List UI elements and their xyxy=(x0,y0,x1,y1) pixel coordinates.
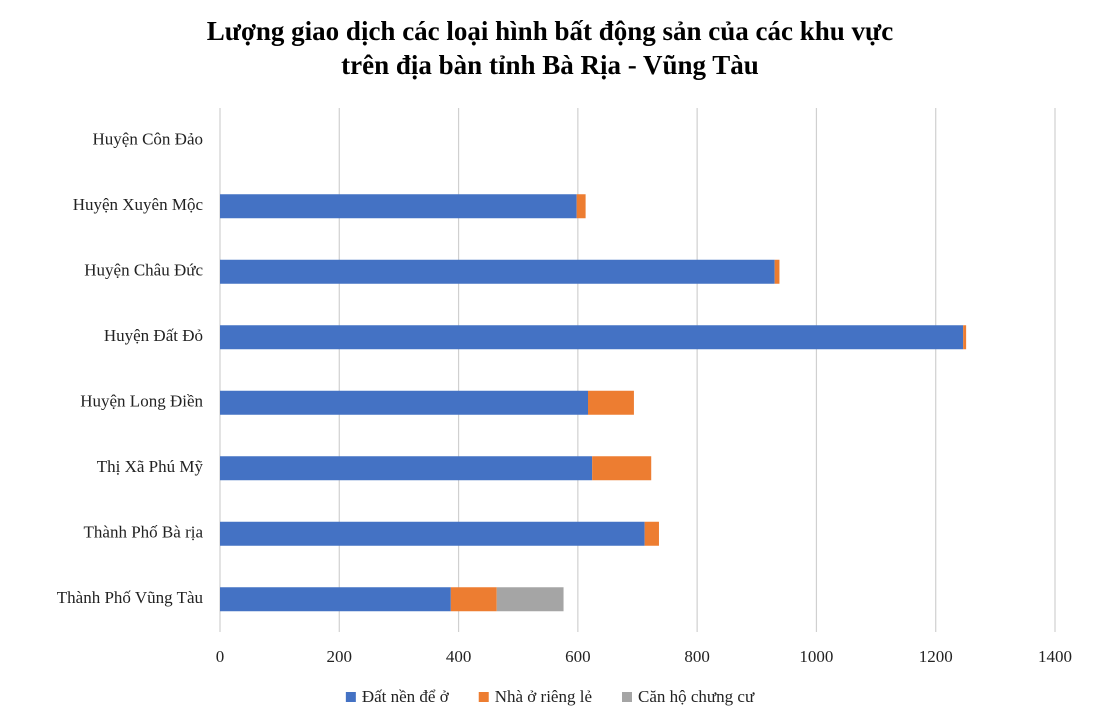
bar-segment xyxy=(450,587,497,612)
legend-label: Nhà ở riêng lẻ xyxy=(495,687,592,706)
y-tick-label: Thành Phố Bà rịa xyxy=(84,523,204,542)
bar-segment xyxy=(644,521,659,546)
legend-label: Căn hộ chưng cư xyxy=(638,687,755,706)
y-tick-label: Huyện Châu Đức xyxy=(84,261,203,280)
bar-segment xyxy=(774,259,780,284)
x-tick-label: 1200 xyxy=(919,647,953,666)
bar-segment xyxy=(576,194,586,219)
x-tick-label: 0 xyxy=(216,647,225,666)
chart-title: trên địa bàn tỉnh Bà Rịa - Vũng Tàu xyxy=(341,50,759,80)
y-tick-label: Huyện Long Điền xyxy=(80,392,203,411)
bar-segment xyxy=(496,587,564,612)
legend-swatch xyxy=(345,692,356,702)
x-tick-label: 1400 xyxy=(1038,647,1072,666)
y-tick-label: Huyện Côn Đảo xyxy=(93,130,203,149)
bar-segment xyxy=(963,325,967,350)
legend-label: Đất nền để ở xyxy=(362,687,450,706)
x-tick-label: 400 xyxy=(446,647,472,666)
legend-swatch xyxy=(478,692,489,702)
x-tick-label: 800 xyxy=(684,647,710,666)
y-tick-label: Huyện Đất Đỏ xyxy=(104,326,203,345)
bar-segment xyxy=(220,325,964,350)
legend-swatch xyxy=(622,692,632,702)
bar-segment xyxy=(587,390,634,415)
y-tick-label: Huyện Xuyên Mộc xyxy=(73,195,204,214)
bar-segment xyxy=(220,521,645,546)
bar-segment xyxy=(220,194,577,219)
x-tick-label: 1000 xyxy=(799,647,833,666)
y-tick-label: Thành Phố Vũng Tàu xyxy=(57,588,204,607)
chart-title: Lượng giao dịch các loại hình bất động s… xyxy=(207,16,893,46)
bar-segment xyxy=(220,587,451,612)
bar-segment xyxy=(220,259,775,284)
bar-segment xyxy=(220,390,588,415)
x-tick-label: 200 xyxy=(327,647,353,666)
x-tick-label: 600 xyxy=(565,647,591,666)
bar-segment xyxy=(592,456,652,481)
y-tick-label: Thị Xã Phú Mỹ xyxy=(97,457,204,476)
bar-segment xyxy=(220,456,593,481)
